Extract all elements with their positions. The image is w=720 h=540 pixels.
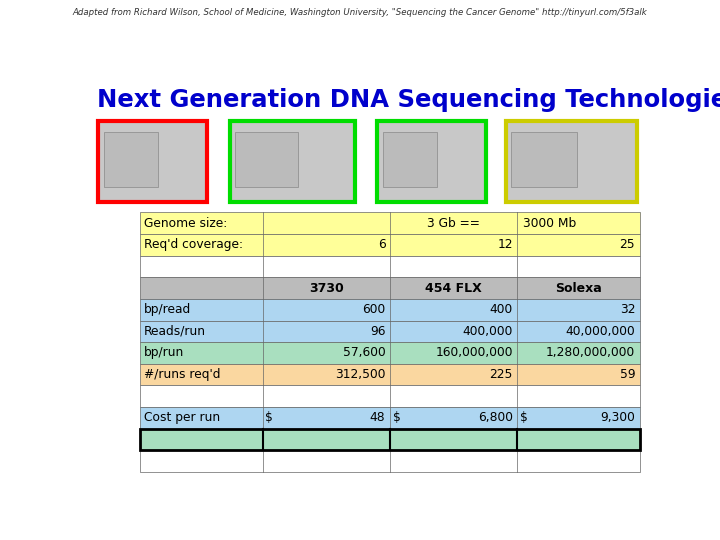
Text: 3000 Mb: 3000 Mb xyxy=(523,217,576,230)
Text: 40,000,000: 40,000,000 xyxy=(565,325,635,338)
Text: 96: 96 xyxy=(370,325,385,338)
Text: 312,500: 312,500 xyxy=(335,368,385,381)
Bar xyxy=(99,121,207,202)
Text: 3730: 3730 xyxy=(309,281,343,295)
Text: $: $ xyxy=(266,433,274,446)
Text: $: $ xyxy=(520,433,528,446)
Text: 600: 600 xyxy=(362,303,385,316)
Bar xyxy=(140,212,639,234)
Bar xyxy=(383,132,436,187)
Bar xyxy=(140,450,639,472)
Bar xyxy=(140,364,639,386)
Bar xyxy=(230,121,355,202)
Bar xyxy=(140,277,639,299)
Text: bp/read: bp/read xyxy=(144,303,192,316)
Text: $: $ xyxy=(266,411,273,424)
Text: 400: 400 xyxy=(490,303,513,316)
Text: Reads/run: Reads/run xyxy=(144,325,206,338)
Text: Next Generation DNA Sequencing Technologies: Next Generation DNA Sequencing Technolog… xyxy=(96,87,720,112)
Text: 454 FLX: 454 FLX xyxy=(426,281,482,295)
Bar xyxy=(505,121,636,202)
Text: Solexa: Solexa xyxy=(555,281,602,295)
Text: $: $ xyxy=(392,433,402,446)
Text: 6: 6 xyxy=(378,238,385,251)
Bar xyxy=(511,132,577,187)
Bar xyxy=(235,132,298,187)
Text: Adapted from Richard Wilson, School of Medicine, Washington University, "Sequenc: Adapted from Richard Wilson, School of M… xyxy=(73,8,647,17)
Text: 48: 48 xyxy=(370,411,385,424)
Text: 9,300: 9,300 xyxy=(600,411,635,424)
Bar xyxy=(140,255,639,277)
Bar xyxy=(140,342,639,364)
Text: 225: 225 xyxy=(490,368,513,381)
Text: 25: 25 xyxy=(619,238,635,251)
Text: Total cost: Total cost xyxy=(144,433,212,446)
Bar xyxy=(140,429,639,450)
Text: 400,000: 400,000 xyxy=(462,325,513,338)
Text: 544,922: 544,922 xyxy=(578,433,635,446)
Bar xyxy=(140,299,639,321)
Bar xyxy=(140,407,639,429)
Bar xyxy=(377,121,486,202)
Text: 6,800: 6,800 xyxy=(478,411,513,424)
Text: bp/run: bp/run xyxy=(144,347,184,360)
Bar xyxy=(140,321,639,342)
Text: 12: 12 xyxy=(498,238,513,251)
Bar xyxy=(140,429,639,450)
Bar xyxy=(140,234,639,255)
Text: $: $ xyxy=(392,411,400,424)
Text: 1,530,000: 1,530,000 xyxy=(442,433,513,446)
Text: 59: 59 xyxy=(619,368,635,381)
Text: 160,000,000: 160,000,000 xyxy=(436,347,513,360)
Bar xyxy=(104,132,158,187)
Text: 57,600: 57,600 xyxy=(343,347,385,360)
Text: #/runs req'd: #/runs req'd xyxy=(144,368,220,381)
Text: Req'd coverage:: Req'd coverage: xyxy=(144,238,243,251)
Text: $: $ xyxy=(520,411,528,424)
Text: 15,000,000: 15,000,000 xyxy=(306,433,385,446)
Text: Genome size:: Genome size: xyxy=(144,217,228,230)
Text: 3 Gb ==: 3 Gb == xyxy=(427,217,480,230)
Text: 1,280,000,000: 1,280,000,000 xyxy=(546,347,635,360)
Bar xyxy=(140,386,639,407)
Text: 32: 32 xyxy=(620,303,635,316)
Text: Cost per run: Cost per run xyxy=(144,411,220,424)
